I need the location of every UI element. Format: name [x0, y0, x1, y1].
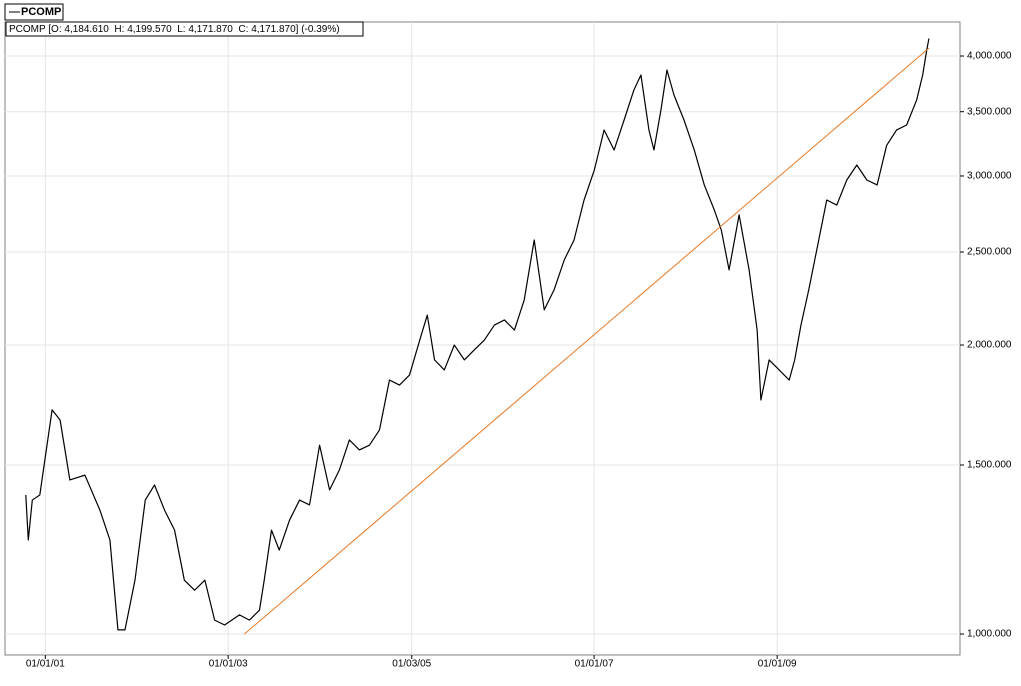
- y-tick-label: 1,000.000: [967, 629, 1012, 640]
- x-tick-label: 01/01/03: [209, 659, 248, 670]
- y-tick-label: 4,000.000: [967, 51, 1012, 62]
- y-tick-label: 1,500.000: [967, 460, 1012, 471]
- info-text: PCOMP [O: 4,184.610 H: 4,199.570 L: 4,17…: [9, 24, 340, 35]
- y-tick-label: 2,500.000: [967, 247, 1012, 258]
- x-tick-label: 01/03/05: [392, 659, 431, 670]
- y-tick-label: 3,000.000: [967, 171, 1012, 182]
- legend-title: PCOMP: [21, 6, 61, 18]
- legend-box: [4, 3, 64, 21]
- trend-line: [244, 47, 930, 635]
- grid: [5, 22, 960, 655]
- info-box: [5, 21, 364, 37]
- plot: [25, 38, 930, 635]
- plot-frame: [4, 21, 961, 656]
- price-line: [25, 38, 930, 631]
- y-tick-label: 2,000.000: [967, 340, 1012, 351]
- x-tick-label: 01/01/07: [575, 659, 614, 670]
- x-tick-label: 01/01/09: [758, 659, 797, 670]
- y-tick-label: 3,500.000: [967, 106, 1012, 117]
- x-tick-label: 01/01/01: [26, 659, 65, 670]
